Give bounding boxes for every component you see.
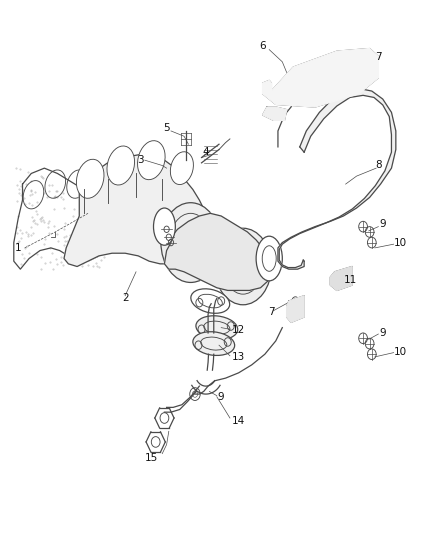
Text: 5: 5: [163, 123, 170, 133]
Polygon shape: [278, 88, 396, 269]
Text: 4: 4: [203, 147, 209, 157]
Text: 9: 9: [379, 328, 386, 338]
Text: 12: 12: [232, 325, 245, 335]
Ellipse shape: [153, 208, 175, 245]
Text: 10: 10: [394, 346, 407, 357]
Ellipse shape: [193, 332, 235, 356]
Text: 13: 13: [232, 352, 245, 362]
Ellipse shape: [215, 228, 272, 305]
Polygon shape: [14, 168, 108, 269]
Ellipse shape: [76, 159, 104, 198]
Text: 15: 15: [145, 453, 158, 463]
Text: 9: 9: [379, 219, 386, 229]
Text: 8: 8: [375, 160, 381, 171]
Polygon shape: [330, 266, 352, 290]
Polygon shape: [287, 296, 304, 322]
Text: 14: 14: [232, 416, 245, 426]
Ellipse shape: [191, 289, 230, 313]
Text: 7: 7: [268, 306, 275, 317]
Polygon shape: [164, 213, 272, 290]
Ellipse shape: [161, 203, 220, 282]
Text: 7: 7: [375, 52, 381, 61]
Ellipse shape: [196, 316, 238, 340]
Ellipse shape: [256, 236, 283, 281]
Text: 6: 6: [259, 41, 266, 51]
Ellipse shape: [138, 141, 165, 180]
Text: 2: 2: [122, 293, 128, 303]
Ellipse shape: [170, 152, 194, 184]
Text: 11: 11: [343, 275, 357, 285]
Text: 1: 1: [15, 243, 21, 253]
Text: 9: 9: [218, 392, 225, 402]
Polygon shape: [64, 155, 208, 266]
Ellipse shape: [107, 146, 134, 185]
Text: 3: 3: [137, 155, 144, 165]
Polygon shape: [263, 107, 287, 120]
Polygon shape: [263, 49, 378, 107]
Text: 10: 10: [394, 238, 407, 247]
